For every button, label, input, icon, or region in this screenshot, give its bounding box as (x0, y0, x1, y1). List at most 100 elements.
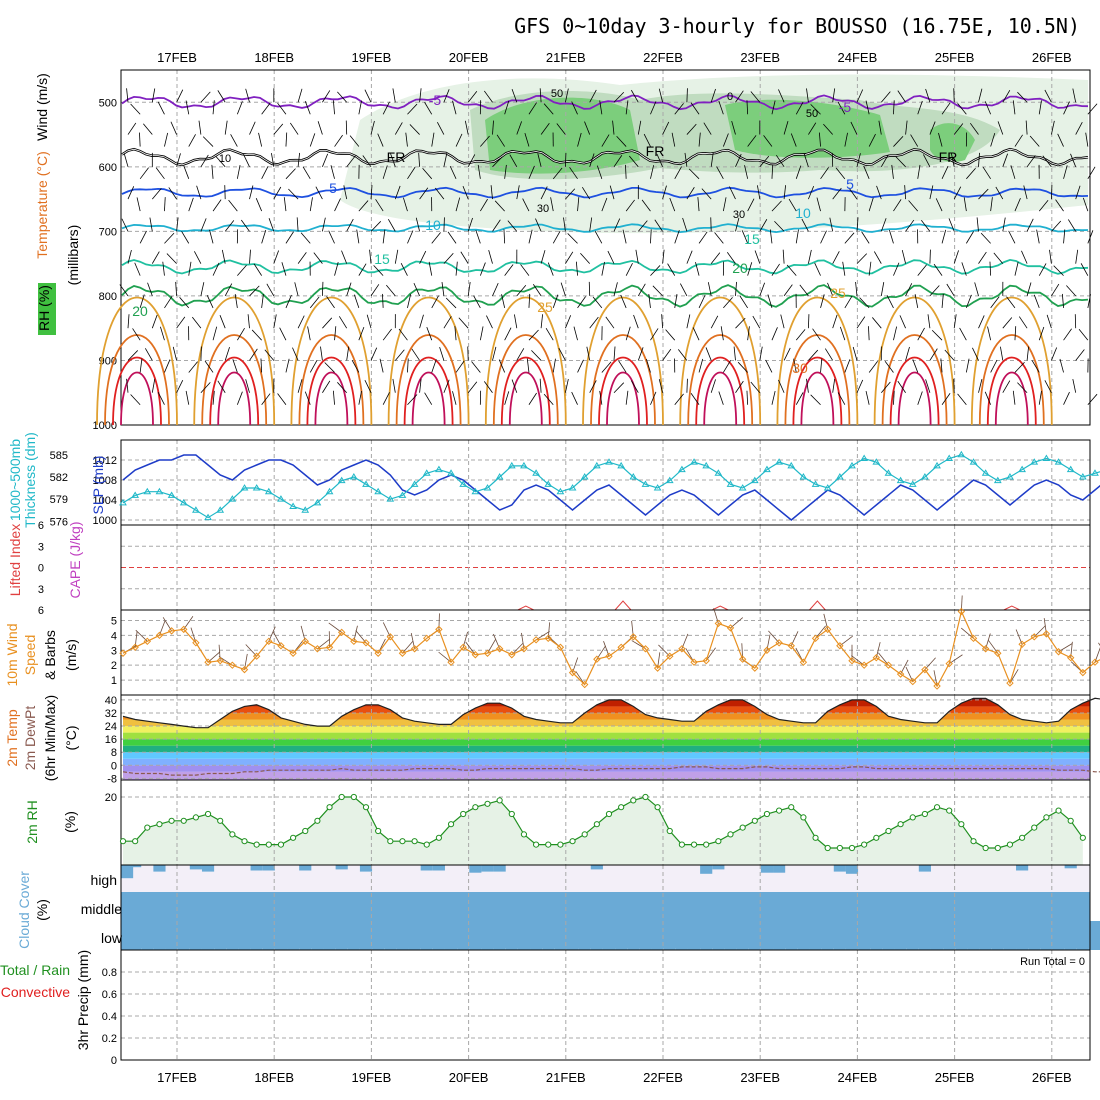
wind-barb (407, 103, 418, 115)
wind-barb (917, 264, 927, 276)
date-label-bottom: 17FEB (157, 1070, 197, 1085)
cloud-bar-high (918, 865, 931, 872)
wind-barb (739, 295, 748, 309)
wind-barb (297, 379, 303, 393)
wind-barb (271, 152, 275, 167)
wind-barb (993, 252, 1004, 264)
wind-barb (119, 284, 129, 297)
temp2m-line (122, 697, 1100, 729)
wind10-marker (969, 634, 978, 643)
wind-barb (212, 326, 218, 341)
wind-barb (176, 153, 181, 167)
wind10-marker (981, 645, 990, 653)
cloud-bar-high (420, 865, 433, 871)
wind-barb (1063, 229, 1066, 244)
wind-barb (552, 167, 563, 180)
rh2m-marker (290, 834, 297, 841)
wind-barb (1051, 220, 1062, 232)
isotherm-20 (121, 284, 1089, 308)
wind-barb (643, 133, 651, 147)
wind-barb (1002, 380, 1011, 393)
wind-barb (315, 186, 323, 200)
wind10-marker (1018, 640, 1026, 649)
date-label-bottom: 23FEB (740, 1070, 780, 1085)
contour-label: FR (646, 143, 665, 159)
wind10-marker (180, 625, 188, 634)
wind-barb (844, 232, 855, 244)
wind-barb (674, 166, 682, 180)
wind-barb (467, 154, 476, 168)
wind-barb (426, 326, 433, 341)
rh-shade-high (725, 99, 890, 158)
wind-barb (151, 378, 156, 393)
cloud-bar-high (432, 865, 445, 871)
pressure-tick: 700 (99, 226, 117, 238)
wind-barb (613, 346, 616, 361)
wind-barb (1014, 198, 1021, 212)
wind-barb (944, 349, 955, 361)
wind-barb (375, 199, 384, 212)
wind10-marker (568, 668, 577, 677)
contour-label: 20 (132, 303, 148, 319)
wind-barb (136, 197, 141, 212)
wind10-barb (815, 625, 826, 639)
wind-barb (394, 185, 401, 200)
wind-barb (297, 252, 307, 264)
wind10-barb (1033, 625, 1046, 638)
wind-barb (941, 229, 947, 244)
wind-barb (294, 282, 299, 297)
rh2m-marker (204, 810, 212, 818)
rh2m-marker (350, 793, 357, 801)
wind-barb (543, 103, 554, 115)
wind-barb (677, 349, 688, 361)
date-label-bottom: 26FEB (1032, 1070, 1072, 1085)
rh2m-marker (1031, 824, 1038, 831)
wind-barb (419, 314, 424, 329)
wind-barb (261, 393, 271, 405)
lifted-index-axis-label: Lifted Index (7, 524, 23, 596)
wind-barb (684, 152, 688, 167)
dewpt-axis-label: 2m DewPt (22, 706, 38, 771)
wind-barb (925, 88, 931, 103)
precip-tick: 0 (111, 1055, 117, 1067)
wind-barb (625, 199, 635, 212)
wind-barb (978, 152, 980, 167)
wind-barb (334, 134, 343, 147)
wind-barb (322, 217, 326, 232)
wind-barb (1063, 165, 1068, 179)
wind-barb (697, 197, 700, 212)
wind10-barb (988, 640, 999, 654)
wind-barb (467, 381, 478, 393)
thickness-tick: 582 (50, 472, 68, 484)
wind-barb (775, 154, 785, 168)
temp-band (123, 758, 1090, 766)
rh2m-marker (192, 814, 199, 821)
wind-barb (961, 262, 967, 276)
wind-barb (965, 358, 970, 373)
rh2m-marker (800, 814, 807, 821)
wind-barb (832, 88, 836, 103)
wind-barb (661, 314, 663, 329)
date-label-top: 25FEB (935, 50, 975, 65)
wind-barb (309, 197, 313, 212)
wind-barb (795, 392, 804, 405)
wind-barb (441, 281, 445, 296)
rh2m-marker (447, 821, 455, 828)
wind-barb (565, 315, 572, 329)
wind-barb (880, 91, 891, 103)
date-label-top: 21FEB (546, 50, 586, 65)
wind-barb (540, 123, 550, 135)
wind10-marker (520, 645, 528, 653)
date-label-top: 17FEB (157, 50, 197, 65)
wind-barb (537, 153, 542, 167)
wind10-panel: 1 2 3 4 5 10m Wind Speed & Barbs (m/s) (4, 595, 1100, 696)
wind-barb (940, 358, 943, 373)
wind-barb (273, 186, 282, 200)
wind-barb (328, 230, 335, 244)
wind10-marker (994, 649, 1002, 657)
rh2m-marker (241, 838, 248, 845)
wind10-marker (325, 643, 334, 651)
rh2m-marker (533, 841, 540, 848)
wind-barb (168, 187, 177, 200)
wind-barb (650, 265, 661, 276)
